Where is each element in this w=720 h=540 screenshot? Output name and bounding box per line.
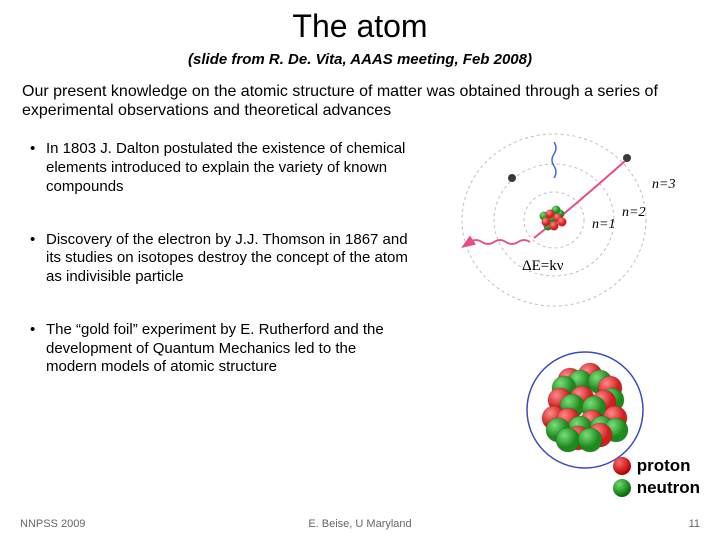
bullet-item: In 1803 J. Dalton postulated the existen…	[30, 140, 410, 196]
orbit-label-n3: n=3	[652, 177, 675, 192]
slide-subtitle: (slide from R. De. Vita, AAAS meeting, F…	[0, 51, 720, 68]
footer-center: E. Beise, U Maryland	[308, 518, 411, 530]
neutron-icon	[613, 479, 631, 497]
legend: proton neutron	[613, 456, 700, 500]
energy-equation: ΔE=kν	[522, 258, 564, 275]
bullet-list: In 1803 J. Dalton postulated the existen…	[30, 140, 410, 377]
atom-orbit-diagram: n=3 n=2 n=1 ΔE=kν	[452, 118, 702, 338]
slide-title: The atom	[0, 0, 720, 45]
orbit-label-n2: n=2	[622, 205, 645, 220]
intro-text: Our present knowledge on the atomic stru…	[22, 82, 698, 120]
bullet-item: Discovery of the electron by J.J. Thomso…	[30, 231, 410, 287]
footer-page-number: 11	[689, 518, 700, 530]
nucleus-diagram	[520, 340, 650, 470]
orbit-label-n1: n=1	[592, 217, 615, 232]
bullet-item: The “gold foil” experiment by E. Rutherf…	[30, 321, 410, 377]
proton-icon	[613, 457, 631, 475]
legend-neutron-label: neutron	[637, 478, 700, 498]
footer-left: NNPSS 2009	[20, 518, 85, 530]
legend-proton-label: proton	[637, 456, 691, 476]
